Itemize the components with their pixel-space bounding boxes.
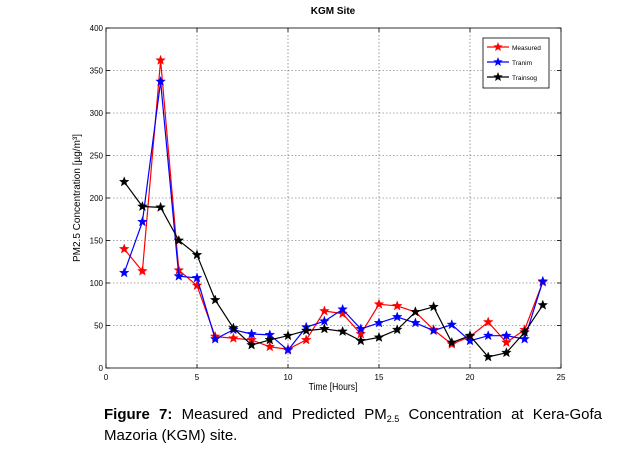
y-tick-label: 50 — [94, 322, 103, 331]
data-point-trainsog — [482, 351, 494, 362]
x-tick-label: 20 — [466, 373, 475, 382]
caption-text-part1: Measured and Predicted PM — [172, 406, 387, 423]
data-point-trainsog — [428, 301, 439, 312]
data-point-tranim — [391, 311, 403, 322]
data-point-trainsog — [519, 326, 530, 337]
data-point-tranim — [191, 272, 203, 283]
data-point-tranim — [337, 303, 348, 314]
data-point-trainsog — [337, 325, 348, 336]
data-point-trainsog — [446, 336, 458, 348]
x-axis-label: Time [Hours] — [309, 381, 358, 392]
data-point-trainsog — [137, 200, 148, 212]
y-tick-label: 250 — [90, 152, 104, 161]
data-point-measured — [228, 332, 239, 343]
figure-caption: Figure 7: Measured and Predicted PM2.5 C… — [104, 404, 602, 446]
data-point-trainsog — [228, 322, 239, 333]
legend-marker-measured — [493, 41, 503, 52]
data-point-tranim — [282, 344, 294, 355]
data-point-measured — [118, 243, 130, 254]
data-point-tranim — [446, 319, 458, 330]
y-axis-label: PM2.5 Concentration [µg/m³] — [72, 134, 83, 262]
y-tick-label: 300 — [90, 109, 104, 118]
data-point-measured — [391, 300, 403, 311]
data-point-measured — [191, 279, 203, 291]
series-line-trainsog — [123, 181, 544, 358]
x-tick-label: 10 — [284, 373, 293, 382]
data-point-trainsog — [501, 347, 512, 358]
data-point-tranim — [482, 330, 494, 341]
chart-title: KGM Site — [311, 6, 356, 17]
data-point-trainsog — [300, 325, 312, 336]
x-tick-label: 15 — [375, 373, 384, 382]
data-point-measured — [482, 316, 494, 327]
data-point-tranim — [118, 267, 130, 278]
data-point-tranim — [209, 333, 221, 344]
legend-label-trainsog: Trainsog — [512, 75, 537, 82]
data-point-trainsog — [410, 306, 421, 317]
data-point-trainsog — [246, 339, 257, 350]
legend-marker-tranim — [493, 56, 503, 67]
data-point-trainsog — [391, 324, 403, 335]
data-point-trainsog — [209, 294, 221, 305]
data-point-measured — [300, 334, 312, 345]
data-point-measured — [501, 336, 512, 348]
series-trainsog — [118, 176, 549, 362]
x-tick-label: 5 — [195, 373, 200, 382]
data-point-measured — [373, 298, 385, 309]
legend-label-tranim: Tranim — [512, 60, 532, 67]
data-point-trainsog — [118, 176, 130, 187]
data-point-trainsog — [173, 234, 185, 246]
data-point-tranim — [155, 75, 166, 87]
y-tick-label: 100 — [90, 279, 104, 288]
data-point-tranim — [246, 328, 257, 339]
data-point-tranim — [355, 323, 367, 334]
x-tick-label: 0 — [104, 373, 109, 382]
y-tick-label: 400 — [90, 24, 104, 33]
figure-label: Figure 7: — [104, 406, 173, 423]
data-point-tranim — [137, 216, 148, 227]
y-tick-label: 150 — [90, 237, 104, 246]
data-point-trainsog — [282, 330, 294, 341]
caption-text-part2: Concentration at Kera-Gofa Mazoria (KGM)… — [104, 406, 602, 444]
data-point-trainsog — [464, 330, 476, 341]
data-point-tranim — [373, 317, 385, 328]
data-point-trainsog — [537, 299, 549, 310]
y-tick-label: 350 — [90, 67, 104, 76]
series-layer — [118, 54, 549, 362]
data-point-tranim — [410, 317, 421, 328]
legend-label-measured: Measured — [512, 45, 541, 52]
pm25-line-chart: KGM Site 0 5 10 15 20 25050100150200250300350… — [72, 6, 566, 392]
legend-box — [482, 37, 550, 89]
data-point-trainsog — [373, 331, 385, 342]
data-point-tranim — [428, 325, 439, 336]
legend-marker-trainsog — [493, 71, 503, 82]
data-point-measured — [155, 54, 166, 65]
x-tick-label: 25 — [557, 373, 566, 382]
data-point-tranim — [537, 275, 549, 286]
data-point-tranim — [519, 333, 530, 344]
data-point-trainsog — [319, 323, 330, 334]
data-point-tranim — [501, 330, 512, 341]
data-point-measured — [264, 341, 276, 352]
data-point-trainsog — [155, 201, 166, 212]
data-point-trainsog — [191, 249, 203, 260]
legend: Measured Tranim Trainsog — [482, 37, 550, 89]
data-point-trainsog — [355, 335, 367, 346]
data-point-tranim — [173, 270, 185, 281]
y-tick-label: 0 — [99, 364, 104, 373]
data-point-measured — [137, 265, 148, 276]
caption-subscript: 2.5 — [386, 414, 400, 424]
data-point-measured — [319, 305, 330, 316]
data-point-trainsog — [264, 334, 276, 345]
y-tick-label: 200 — [90, 194, 104, 203]
